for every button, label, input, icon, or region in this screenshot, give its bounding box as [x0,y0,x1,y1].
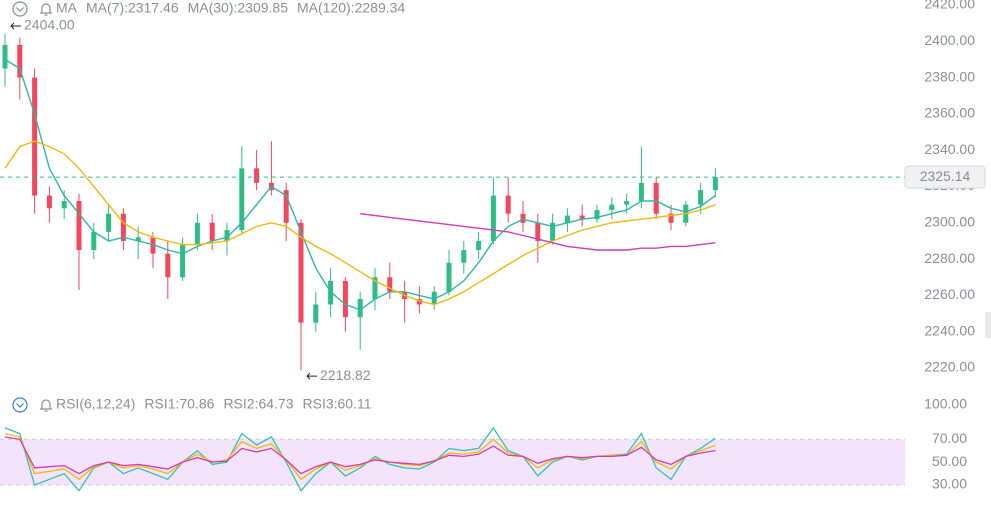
candle-body [609,204,615,211]
candle-body [194,222,200,245]
candle-body [17,44,23,78]
y-tick-label: 2300.00 [924,214,975,230]
ma-toggle-icon[interactable] [12,1,28,17]
candle-body [431,291,437,305]
candle-body [46,195,52,209]
candle-body [653,182,659,214]
candle-body [32,77,38,196]
annotation-arrow [10,22,21,30]
bell-icon[interactable] [40,399,52,412]
candle-body [2,44,8,69]
scroll-handle[interactable] [985,312,991,338]
last-price-box [904,165,986,189]
candle-body [490,195,496,241]
y-tick-label: 2420.00 [924,0,975,12]
candle-body [520,213,526,223]
candle-body [594,210,600,220]
candle-body [535,222,541,241]
candle-body [564,215,570,223]
y-tick-label: 2400.00 [924,32,975,48]
candle-body [668,213,674,223]
annotation-label: 2404.00 [24,17,75,33]
candle-body [624,201,630,205]
legend-entry: RSI2:64.73 [223,396,293,412]
candle-body [342,280,348,318]
legend-entry: RSI1:70.86 [144,396,214,412]
candle-body [239,168,245,231]
candle-body [446,262,452,292]
candle-body [550,222,556,241]
y-tick-label: 2280.00 [924,250,975,266]
legend-entry: MA [56,0,78,16]
legend-entry: RSI3:60.11 [303,396,372,412]
candle-body [416,299,422,305]
y-tick-label: 30.00 [932,476,967,492]
candle-body [579,215,585,220]
candle-body [91,231,97,251]
legend-entry: MA(7):2317.46 [86,0,179,16]
candle-body [298,222,304,323]
annotation-label: 2218.82 [320,367,371,383]
candle-body [638,182,644,202]
candle-body [165,253,171,278]
candle-body [476,240,482,251]
candle-body [283,190,289,223]
last-price-label: 2325.14 [920,168,971,184]
candle-body [372,277,378,300]
legend-entry: MA(30):2309.85 [188,0,289,16]
candle-body [224,230,230,241]
candle-body [313,304,319,323]
annotation-arrow [306,372,317,380]
candle-body [106,213,112,232]
ma-line [4,58,716,311]
y-tick-label: 70.00 [932,430,967,446]
y-tick-label: 50.00 [932,453,967,469]
candle-body [357,299,363,318]
candle-body [150,237,156,254]
candle-body [254,168,260,183]
candle-body [76,201,82,251]
y-tick-label: 2380.00 [924,68,975,84]
rsi-band [0,439,905,485]
rsi-line [4,436,716,475]
legend-entry: RSI(6,12,24) [56,396,135,412]
y-tick-label: 2260.00 [924,286,975,302]
candle-body [387,277,393,292]
candle-body [135,237,141,241]
candle-body [698,190,704,205]
y-tick-label: 2360.00 [924,105,975,121]
candle-body [120,213,126,241]
y-tick-label: 2240.00 [924,322,975,338]
bell-icon[interactable] [40,3,52,16]
candle-body [61,201,67,209]
y-tick-label: 2340.00 [924,141,975,157]
ma-line [360,213,716,251]
candle-body [180,244,186,278]
candle-body [209,222,215,241]
candle-body [461,250,467,263]
candle-body [712,177,718,191]
legend-entry: MA(120):2289.34 [297,0,405,16]
candle-body [505,195,511,214]
y-tick-label: 2220.00 [924,359,975,375]
rsi-toggle-icon[interactable] [12,397,28,413]
ma-line [4,140,716,306]
y-tick-label: 100.00 [924,396,967,412]
